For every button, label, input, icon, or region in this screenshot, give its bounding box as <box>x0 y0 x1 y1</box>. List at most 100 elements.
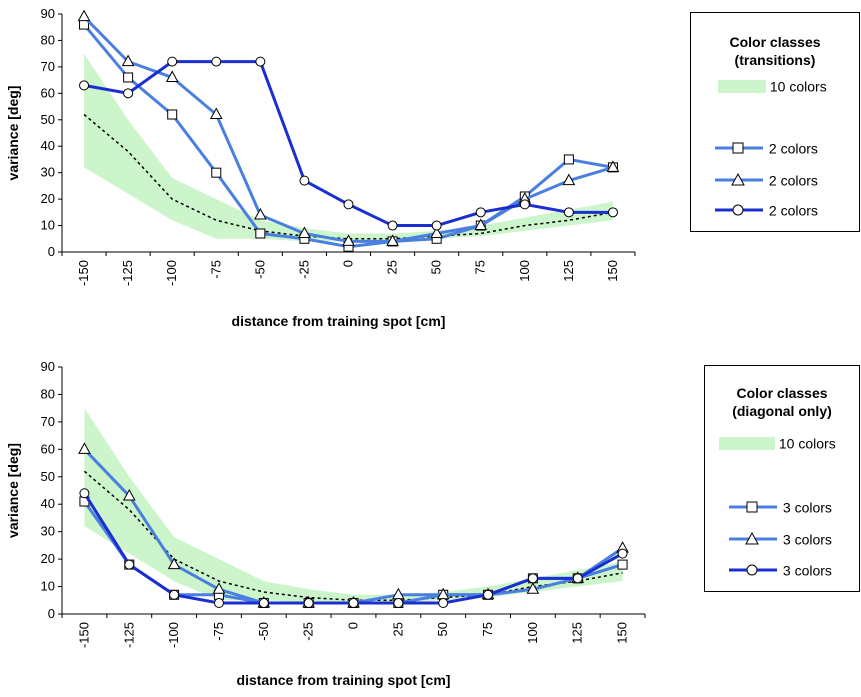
data-point-triangle <box>526 582 540 594</box>
data-point-circle <box>255 56 266 67</box>
legend-title: Color classes <box>736 385 828 401</box>
data-point-triangle <box>167 557 181 570</box>
legend-item-series-1: 3 colors <box>727 498 832 515</box>
x-tick-label: -75 <box>208 260 223 279</box>
data-point-circle <box>483 589 494 600</box>
x-tick-label: 25 <box>390 622 405 636</box>
legend-square-marker-icon <box>729 501 777 513</box>
x-tick-label: -100 <box>166 622 181 648</box>
data-point-circle <box>431 220 442 231</box>
y-tick-label: 40 <box>41 496 55 511</box>
data-point-triangle <box>212 582 226 594</box>
data-point-circle <box>438 598 449 609</box>
data-point-triangle <box>121 54 135 67</box>
data-point-circle <box>617 548 628 559</box>
data-point-square <box>211 167 222 178</box>
x-tick-label: 75 <box>473 260 488 274</box>
y-tick-label: 50 <box>41 469 55 484</box>
x-tick-label: 25 <box>385 260 400 274</box>
y-tick-label: 0 <box>48 606 55 621</box>
data-point-circle <box>79 80 90 91</box>
x-tick-label: 50 <box>429 260 444 274</box>
y-tick-label: 10 <box>41 579 55 594</box>
data-point-circle <box>343 199 354 210</box>
data-point-triangle <box>606 160 620 172</box>
data-point-circle <box>572 573 583 584</box>
legend-circle-marker-icon <box>715 204 763 216</box>
band-area <box>84 53 613 242</box>
legend-item-band: 10 colors <box>718 77 827 94</box>
legend-triangle-marker-icon <box>715 173 763 186</box>
legend-square-marker-icon <box>715 142 763 154</box>
data-point-circle <box>299 175 310 186</box>
data-point-square <box>255 228 266 239</box>
legend-series-1-label: 2 colors <box>768 140 818 157</box>
x-tick-label: -125 <box>121 622 136 648</box>
legend-band-swatch <box>719 436 775 450</box>
legend-bottom: Color classes (diagonal only) 10 colors … <box>704 365 860 592</box>
data-point-square <box>123 72 134 83</box>
x-tick-label: 150 <box>605 260 620 282</box>
data-point-circle <box>519 199 530 210</box>
x-tick-label: 50 <box>435 622 450 636</box>
series-3-circle <box>79 56 618 231</box>
legend-item-series-3: 2 colors <box>713 201 818 218</box>
data-point-circle <box>607 207 618 218</box>
legend-item-series-2: 3 colors <box>727 530 832 547</box>
data-point-circle <box>475 207 486 218</box>
y-tick-label: 80 <box>41 386 55 401</box>
legend-band-swatch <box>718 79 766 93</box>
legend-subtitle: (transitions) <box>734 52 816 68</box>
data-point-triangle <box>430 226 443 238</box>
series-3-circle <box>79 488 628 609</box>
y-tick-label: 20 <box>41 551 55 566</box>
y-tick-label: 80 <box>41 32 55 47</box>
legend-series-3-label: 3 colors <box>782 562 832 579</box>
x-axis-label: distance from training spot [cm] <box>232 313 446 329</box>
x-tick-label: 0 <box>341 260 356 267</box>
data-point-circle <box>213 598 224 609</box>
x-tick-label: 100 <box>517 260 532 282</box>
data-point-triangle <box>165 70 179 82</box>
data-point-circle <box>348 598 359 609</box>
data-point-square <box>167 109 178 120</box>
data-point-triangle <box>77 9 91 22</box>
data-point-circle <box>211 56 222 67</box>
x-tick-label: 100 <box>525 622 540 644</box>
y-tick-label: 90 <box>41 6 55 21</box>
band-area <box>84 408 623 604</box>
x-tick-label: 0 <box>346 622 361 629</box>
legend-triangle-marker-icon <box>729 532 777 545</box>
data-point-circle <box>563 207 574 218</box>
data-point-circle <box>123 88 134 99</box>
data-point-triangle <box>342 234 355 246</box>
y-tick-label: 70 <box>41 59 55 74</box>
data-point-triangle <box>122 488 136 501</box>
data-point-triangle <box>562 173 576 186</box>
y-tick-label: 20 <box>41 191 55 206</box>
x-tick-label: 150 <box>615 622 630 644</box>
x-tick-label: -25 <box>296 260 311 279</box>
data-point-circle <box>393 598 404 609</box>
x-tick-label: -50 <box>256 622 271 641</box>
data-point-triangle <box>254 207 267 220</box>
legend-band-label: 10 colors <box>778 435 836 452</box>
legend-item-series-1: 2 colors <box>713 139 818 156</box>
legend-subtitle: (diagonal only) <box>732 403 832 419</box>
y-tick-label: 70 <box>41 414 55 429</box>
legend-title: Color classes <box>729 34 821 50</box>
data-point-square <box>563 154 574 165</box>
x-tick-label: 75 <box>480 622 495 636</box>
legend-item-series-2: 2 colors <box>713 171 818 188</box>
x-tick-label: -150 <box>76 622 91 648</box>
x-tick-label: 125 <box>570 622 585 644</box>
y-axis-label: variance [deg] <box>5 86 21 181</box>
y-tick-label: 30 <box>41 165 55 180</box>
legend-circle-marker-icon <box>729 564 777 576</box>
legend-series-3-label: 2 colors <box>768 202 818 219</box>
x-tick-label: 125 <box>561 260 576 282</box>
data-point-triangle <box>474 218 488 231</box>
data-point-circle <box>527 573 538 584</box>
x-tick-label: -100 <box>164 260 179 286</box>
data-point-circle <box>169 589 180 600</box>
